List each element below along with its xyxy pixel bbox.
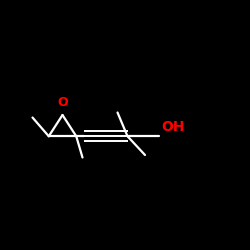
- Text: OH: OH: [161, 120, 185, 134]
- Text: O: O: [57, 96, 68, 109]
